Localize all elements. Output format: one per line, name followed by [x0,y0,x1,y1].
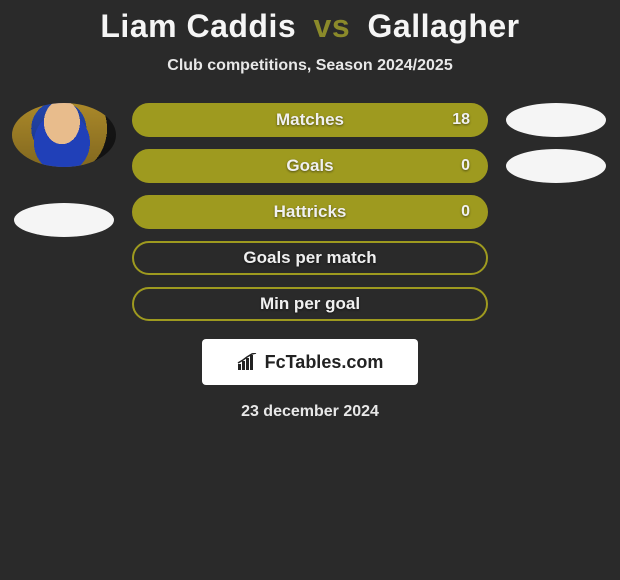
stat-label: Matches [276,110,344,130]
title-vs: vs [314,8,351,44]
content-row: Matches 18 Goals 0 Hattricks 0 Goals per… [0,103,620,321]
title-player1: Liam Caddis [100,8,296,44]
player2-placeholder-oval [506,149,606,183]
stat-label: Min per goal [260,294,360,314]
title-player2: Gallagher [368,8,520,44]
stat-value: 0 [461,157,470,175]
right-column [500,103,612,183]
avatar-illustration [12,103,116,167]
stat-bar-min-per-goal: Min per goal [132,287,488,321]
date-text: 23 december 2024 [241,403,379,421]
player1-avatar [12,103,116,167]
footer: FcTables.com 23 december 2024 [0,339,620,421]
stat-label: Goals per match [243,248,376,268]
subtitle: Club competitions, Season 2024/2025 [0,57,620,75]
player2-placeholder-oval [506,103,606,137]
stat-bar-matches: Matches 18 [132,103,488,137]
left-column [8,103,120,237]
stat-bar-goals-per-match: Goals per match [132,241,488,275]
infographic-root: Liam Caddis vs Gallagher Club competitio… [0,0,620,421]
stat-bar-goals: Goals 0 [132,149,488,183]
stat-bar-hattricks: Hattricks 0 [132,195,488,229]
stats-column: Matches 18 Goals 0 Hattricks 0 Goals per… [132,103,488,321]
page-title: Liam Caddis vs Gallagher [0,8,620,45]
bar-chart-icon [237,353,259,371]
stat-value: 0 [461,203,470,221]
brand-text: FcTables.com [265,352,384,373]
brand-box: FcTables.com [202,339,418,385]
stat-value: 18 [452,111,470,129]
player1-placeholder-oval [14,203,114,237]
stat-label: Hattricks [274,202,347,222]
stat-label: Goals [286,156,333,176]
